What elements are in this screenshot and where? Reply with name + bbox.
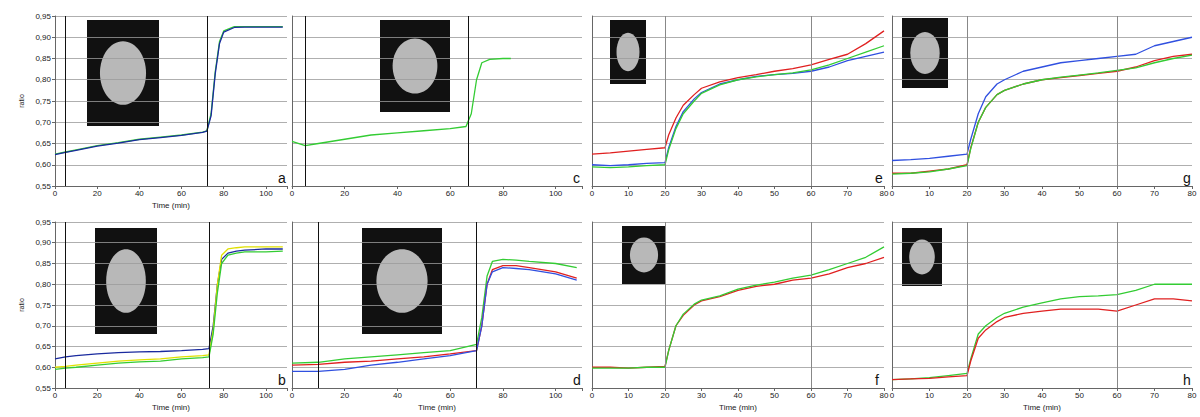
svg-text:0: 0: [290, 189, 295, 198]
svg-text:0,60: 0,60: [35, 160, 51, 169]
svg-text:0: 0: [53, 391, 58, 400]
svg-text:80: 80: [880, 391, 889, 400]
svg-text:0,60: 0,60: [35, 363, 51, 372]
svg-text:20: 20: [963, 391, 972, 400]
svg-text:60: 60: [1113, 391, 1122, 400]
svg-text:ratio: ratio: [18, 94, 25, 108]
svg-text:f: f: [875, 372, 879, 388]
svg-text:10: 10: [624, 391, 633, 400]
svg-text:50: 50: [1075, 391, 1084, 400]
svg-text:0: 0: [890, 391, 895, 400]
svg-text:40: 40: [734, 189, 743, 198]
svg-text:Time (min): Time (min): [152, 403, 190, 412]
svg-text:30: 30: [1000, 391, 1009, 400]
svg-text:70: 70: [1150, 391, 1159, 400]
svg-text:80: 80: [498, 189, 507, 198]
svg-text:0,85: 0,85: [35, 54, 51, 63]
svg-text:100: 100: [549, 391, 563, 400]
svg-text:0,55: 0,55: [35, 384, 51, 393]
svg-text:10: 10: [624, 189, 633, 198]
svg-text:10: 10: [925, 391, 934, 400]
svg-text:10: 10: [925, 189, 934, 198]
svg-text:40: 40: [393, 189, 402, 198]
svg-text:0: 0: [53, 189, 58, 198]
svg-text:40: 40: [393, 391, 402, 400]
svg-text:c: c: [573, 170, 580, 186]
svg-text:100: 100: [549, 189, 563, 198]
svg-text:30: 30: [697, 189, 706, 198]
svg-text:60: 60: [177, 189, 186, 198]
svg-text:20: 20: [661, 189, 670, 198]
svg-text:0,65: 0,65: [35, 342, 51, 351]
svg-text:100: 100: [259, 391, 273, 400]
svg-text:60: 60: [1113, 189, 1122, 198]
svg-text:0,70: 0,70: [35, 118, 51, 127]
svg-text:100: 100: [259, 189, 273, 198]
svg-text:0,90: 0,90: [35, 238, 51, 247]
svg-text:40: 40: [135, 189, 144, 198]
svg-text:0,70: 0,70: [35, 321, 51, 330]
svg-text:20: 20: [340, 391, 349, 400]
svg-text:0: 0: [890, 189, 895, 198]
svg-text:80: 80: [1188, 189, 1197, 198]
svg-text:20: 20: [93, 189, 102, 198]
svg-text:60: 60: [807, 189, 816, 198]
svg-text:e: e: [875, 170, 883, 186]
svg-text:80: 80: [219, 391, 228, 400]
svg-text:70: 70: [1150, 189, 1159, 198]
svg-text:d: d: [573, 372, 581, 388]
svg-text:0,85: 0,85: [35, 259, 51, 268]
svg-text:a: a: [278, 170, 286, 186]
svg-text:Time (min): Time (min): [719, 403, 757, 412]
svg-text:0: 0: [590, 391, 595, 400]
svg-text:20: 20: [340, 189, 349, 198]
svg-text:0: 0: [590, 189, 595, 198]
svg-text:40: 40: [734, 391, 743, 400]
svg-text:30: 30: [1000, 189, 1009, 198]
svg-text:60: 60: [446, 391, 455, 400]
svg-text:70: 70: [843, 189, 852, 198]
svg-text:50: 50: [770, 189, 779, 198]
svg-text:Time (min): Time (min): [1023, 403, 1061, 412]
svg-text:80: 80: [219, 189, 228, 198]
svg-text:h: h: [1183, 372, 1191, 388]
svg-text:0,55: 0,55: [35, 182, 51, 191]
svg-text:80: 80: [498, 391, 507, 400]
svg-text:80: 80: [1188, 391, 1197, 400]
svg-text:60: 60: [177, 391, 186, 400]
svg-text:60: 60: [446, 189, 455, 198]
svg-text:70: 70: [843, 391, 852, 400]
svg-text:0,75: 0,75: [35, 301, 51, 310]
svg-text:40: 40: [1038, 189, 1047, 198]
svg-text:b: b: [278, 372, 286, 388]
svg-text:50: 50: [770, 391, 779, 400]
svg-text:80: 80: [880, 189, 889, 198]
svg-text:g: g: [1183, 170, 1191, 186]
svg-text:0: 0: [290, 391, 295, 400]
svg-text:20: 20: [661, 391, 670, 400]
svg-text:50: 50: [1075, 189, 1084, 198]
svg-text:0,95: 0,95: [35, 218, 51, 227]
svg-text:0,95: 0,95: [35, 12, 51, 21]
svg-text:0,80: 0,80: [35, 75, 51, 84]
svg-text:0,90: 0,90: [35, 33, 51, 42]
svg-text:ratio: ratio: [18, 298, 25, 312]
svg-text:Time (min): Time (min): [152, 201, 190, 210]
svg-text:20: 20: [93, 391, 102, 400]
svg-text:60: 60: [807, 391, 816, 400]
svg-text:0,65: 0,65: [35, 139, 51, 148]
svg-text:40: 40: [135, 391, 144, 400]
svg-text:0,75: 0,75: [35, 97, 51, 106]
svg-text:40: 40: [1038, 391, 1047, 400]
svg-text:30: 30: [697, 391, 706, 400]
svg-text:Time (min): Time (min): [418, 403, 456, 412]
svg-text:20: 20: [963, 189, 972, 198]
svg-text:0,80: 0,80: [35, 280, 51, 289]
